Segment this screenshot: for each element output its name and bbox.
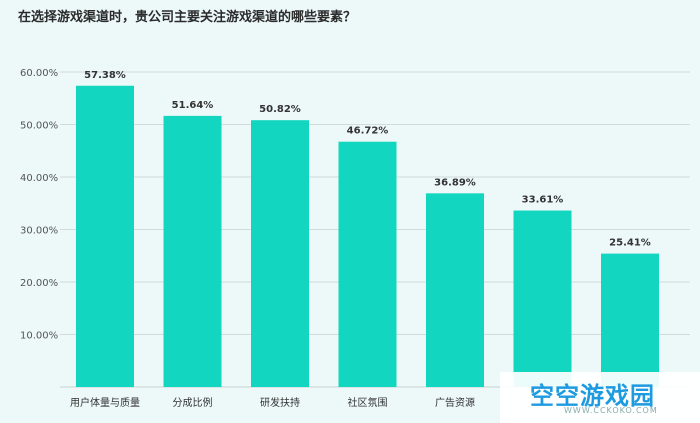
bars [76, 85, 659, 387]
x-tick-label: 研发扶持 [260, 396, 300, 409]
data-label: 57.38% [84, 70, 126, 81]
bar [601, 253, 659, 387]
x-tick-label: 用户体量与质量 [70, 396, 140, 409]
data-label: 25.41% [609, 238, 651, 249]
y-tick-label: 30.00% [20, 226, 58, 237]
chart-title: 在选择游戏渠道时，贵公司主要关注游戏渠道的哪些要素？ [18, 10, 357, 25]
watermark-logo: 空空游戏园 WWW.CCKOKO.COM [500, 372, 700, 423]
bar [426, 193, 484, 387]
bar [338, 141, 397, 387]
watermark-url: WWW.CCKOKO.COM [564, 406, 658, 415]
bar [163, 115, 222, 387]
y-tick-label: 20.00% [20, 278, 58, 289]
x-axis-labels: 用户体量与质量 分成比例 研发扶持 社区氛围 广告资源 [70, 396, 475, 409]
y-tick-label: 10.00% [20, 331, 58, 342]
data-label: 36.89% [434, 177, 476, 188]
bar [251, 120, 309, 387]
bar [513, 210, 572, 387]
y-axis-labels: 10.00% 20.00% 30.00% 40.00% 50.00% 60.00% [20, 68, 58, 342]
value-labels: 57.38% 51.64% 50.82% 46.72% 36.89% 33.61% 25.4… [84, 70, 651, 249]
watermark-text: 空空游戏园 [530, 382, 655, 410]
y-tick-label: 60.00% [20, 68, 58, 79]
x-tick-label: 分成比例 [173, 396, 213, 409]
y-tick-label: 50.00% [20, 121, 58, 132]
data-label: 33.61% [522, 195, 564, 206]
data-label: 50.82% [259, 104, 301, 115]
bar [76, 85, 134, 387]
data-label: 46.72% [347, 126, 389, 137]
x-tick-label: 社区氛围 [348, 396, 388, 409]
data-label: 51.64% [172, 100, 214, 111]
y-tick-label: 40.00% [20, 173, 58, 184]
x-tick-label: 广告资源 [435, 396, 475, 409]
